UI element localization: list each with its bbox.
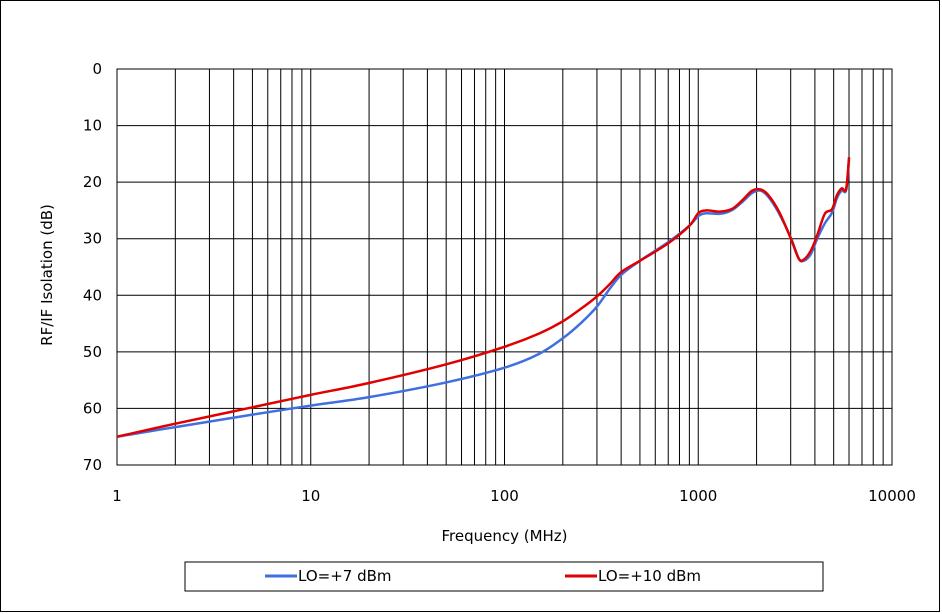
gridlines [117, 69, 892, 465]
y-tick-label: 70 [83, 456, 102, 474]
y-tick-label: 30 [83, 230, 102, 248]
legend-label-lo7: LO=+7 dBm [298, 567, 392, 585]
y-tick-label: 20 [83, 173, 102, 191]
x-tick-label: 1000 [679, 487, 717, 505]
tick-labels: 1 10 100 1000 10000 0 10 20 30 40 50 60 70 [83, 60, 916, 505]
x-axis-title: Frequency (MHz) [441, 527, 567, 545]
legend-label-lo10: LO=+10 dBm [598, 567, 701, 585]
x-tick-label: 10 [301, 487, 320, 505]
x-tick-label: 1 [112, 487, 122, 505]
y-tick-label: 0 [92, 60, 102, 78]
series-line-1 [116, 157, 851, 438]
y-tick-label: 60 [83, 399, 102, 417]
y-tick-label: 40 [83, 286, 102, 304]
x-tick-label: 10000 [868, 487, 916, 505]
y-axis-title: RF/IF Isolation (dB) [38, 204, 56, 346]
legend: LO=+7 dBm LO=+10 dBm [184, 561, 824, 592]
y-tick-label: 50 [83, 343, 102, 361]
y-tick-label: 10 [83, 117, 102, 135]
plot-area-border [116, 68, 893, 466]
x-tick-label: 100 [490, 487, 519, 505]
series-line-0 [116, 159, 851, 438]
series-lines [116, 157, 851, 438]
